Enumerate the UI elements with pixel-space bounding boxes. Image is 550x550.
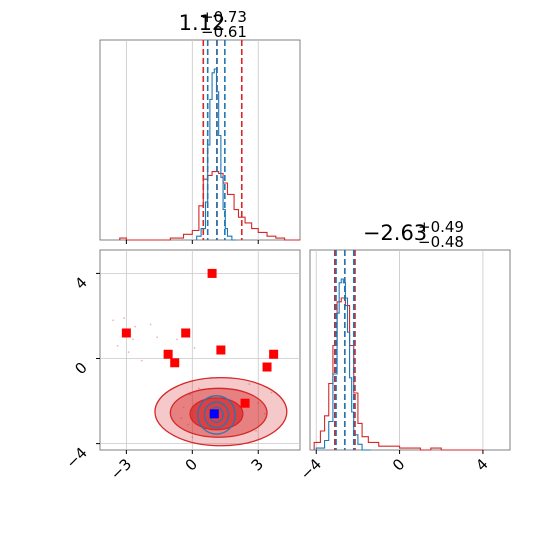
joint-scatter-point-10 [182,406,185,409]
joint-y-tick-label-1: 0 [71,359,90,378]
param2-title-minus: −0.48 [418,233,464,251]
joint-scatter-point-4 [134,325,137,328]
joint-scatter-point-2 [123,317,126,319]
joint-square-marker-7 [262,362,272,372]
joint-scatter-point-15 [255,429,257,432]
param2-x-tick-label-2: 4 [472,455,491,474]
param2-title: −2.63 [363,221,427,245]
joint-scatter-point-20 [149,323,152,326]
joint-scatter-point-18 [270,391,273,394]
panel-joint-2d [99,249,301,451]
param1-title: 1.12 [179,11,226,35]
joint-scatter-point-12 [191,436,194,439]
joint-x-tick-label-1: 0 [182,455,201,474]
param2-x-tick-label-0: −4 [297,455,325,483]
joint-scatter-point-14 [263,412,266,415]
param2-title-plus: +0.49 [418,218,464,236]
joint-scatter-point-13 [257,402,260,405]
joint-square-marker-8 [269,349,279,359]
joint-x-tick-label-0: −3 [107,455,135,483]
joint-square-marker-4 [207,268,217,278]
panel-param1-histogram [99,39,301,241]
joint-scatter-point-8 [193,346,196,349]
joint-scatter-point-1 [116,344,119,347]
joint-scatter-point-9 [189,393,192,396]
param1-title-value: 1.12 [179,11,226,35]
joint-scatter-point-3 [127,351,130,354]
joint-square-marker-1 [163,349,173,359]
param2-x-tick-label-1: 0 [389,455,408,474]
joint-square-marker-3 [181,328,191,338]
param1-title-plus: +0.73 [201,8,247,26]
joint-scatter-point-19 [248,383,251,385]
joint-contour-blue-1 [203,401,230,429]
joint-contour-blue-0 [197,395,236,435]
joint-scatter-point-0 [112,319,115,322]
joint-true-value-marker [209,409,219,419]
joint-scatter-point-21 [132,338,134,341]
joint-square-marker-5 [216,345,226,355]
joint-y-tick-label-0: −4 [62,444,90,472]
panel-param2-histogram [309,249,511,451]
joint-x-tick-label-2: 3 [248,455,267,474]
param1-title-minus: −0.61 [201,23,247,41]
param2-title-value: −2.63 [363,221,427,245]
joint-y-tick-label-2: 4 [71,274,90,293]
param2-hist-red-series [313,297,483,451]
joint-square-marker-2 [170,358,180,368]
param1-hist-red-series [119,171,300,241]
joint-scatter-point-7 [176,338,178,341]
joint-square-marker-6 [240,398,250,408]
joint-scatter-point-17 [180,417,183,419]
joint-square-marker-0 [121,328,131,338]
joint-scatter-point-16 [198,387,200,390]
joint-scatter-point-11 [187,423,189,426]
joint-scatter-point-6 [156,336,159,339]
joint-scatter-point-5 [140,359,143,362]
